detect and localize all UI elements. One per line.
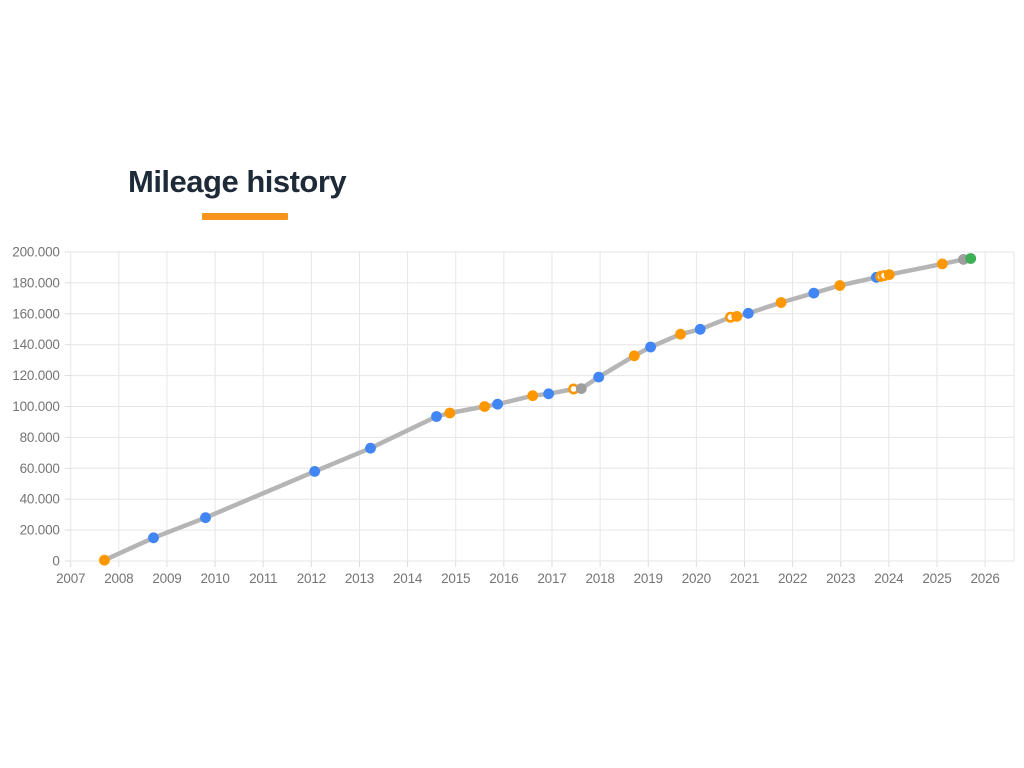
x-axis-label: 2021 bbox=[730, 571, 759, 586]
data-point[interactable] bbox=[965, 253, 977, 264]
x-axis-label: 2013 bbox=[345, 571, 374, 586]
data-point[interactable] bbox=[99, 554, 110, 566]
x-axis-label: 2025 bbox=[922, 571, 951, 586]
x-axis-label: 2010 bbox=[200, 571, 229, 586]
data-point[interactable] bbox=[675, 328, 686, 340]
y-axis-label: 200.000 bbox=[12, 245, 59, 260]
data-point[interactable] bbox=[543, 388, 554, 400]
data-point[interactable] bbox=[883, 269, 895, 280]
data-point[interactable] bbox=[527, 390, 539, 402]
y-axis-label: 60.000 bbox=[20, 461, 60, 476]
y-axis-label: 0 bbox=[52, 554, 59, 569]
data-point[interactable] bbox=[808, 287, 820, 299]
x-axis-label: 2022 bbox=[778, 571, 807, 586]
chart-title: Mileage history bbox=[128, 164, 347, 199]
x-axis-label: 2014 bbox=[393, 571, 423, 586]
x-axis-label: 2026 bbox=[971, 571, 1000, 586]
x-axis-label: 2012 bbox=[297, 571, 326, 586]
data-point[interactable] bbox=[575, 383, 587, 394]
x-axis-label: 2008 bbox=[104, 571, 133, 586]
data-point[interactable] bbox=[309, 466, 321, 477]
y-axis-label: 120.000 bbox=[12, 368, 59, 383]
y-axis-label: 80.000 bbox=[20, 430, 60, 445]
x-axis-label: 2017 bbox=[537, 571, 566, 586]
data-point[interactable] bbox=[645, 341, 656, 353]
y-axis-label: 180.000 bbox=[12, 275, 59, 290]
x-axis-label: 2019 bbox=[634, 571, 663, 586]
x-axis-label: 2015 bbox=[441, 571, 470, 586]
y-axis-label: 40.000 bbox=[20, 492, 60, 507]
x-axis-label: 2007 bbox=[56, 571, 85, 586]
y-axis-label: 100.000 bbox=[12, 399, 59, 414]
x-axis-label: 2018 bbox=[585, 571, 614, 586]
data-point[interactable] bbox=[628, 350, 640, 362]
data-point[interactable] bbox=[731, 311, 743, 322]
x-axis-label: 2020 bbox=[682, 571, 711, 586]
data-point[interactable] bbox=[742, 307, 754, 319]
x-axis-label: 2016 bbox=[489, 571, 518, 586]
y-axis-label: 140.000 bbox=[12, 337, 59, 352]
data-point[interactable] bbox=[775, 297, 787, 308]
data-point[interactable] bbox=[431, 411, 442, 422]
data-point[interactable] bbox=[444, 407, 456, 419]
title-underline-accent bbox=[202, 213, 288, 220]
data-point[interactable] bbox=[492, 398, 503, 410]
data-point[interactable] bbox=[200, 512, 211, 524]
data-point[interactable] bbox=[593, 371, 605, 383]
data-point[interactable] bbox=[936, 258, 948, 270]
y-axis-label: 20.000 bbox=[20, 523, 60, 538]
x-axis-label: 2009 bbox=[152, 571, 181, 586]
data-point[interactable] bbox=[479, 401, 490, 412]
data-point[interactable] bbox=[148, 532, 159, 544]
data-point[interactable] bbox=[834, 280, 846, 291]
x-axis-label: 2011 bbox=[249, 571, 277, 586]
data-point[interactable] bbox=[694, 323, 706, 335]
x-axis-label: 2023 bbox=[826, 571, 855, 586]
x-axis-label: 2024 bbox=[874, 571, 904, 586]
y-axis-label: 160.000 bbox=[12, 306, 59, 321]
data-point[interactable] bbox=[365, 442, 376, 454]
